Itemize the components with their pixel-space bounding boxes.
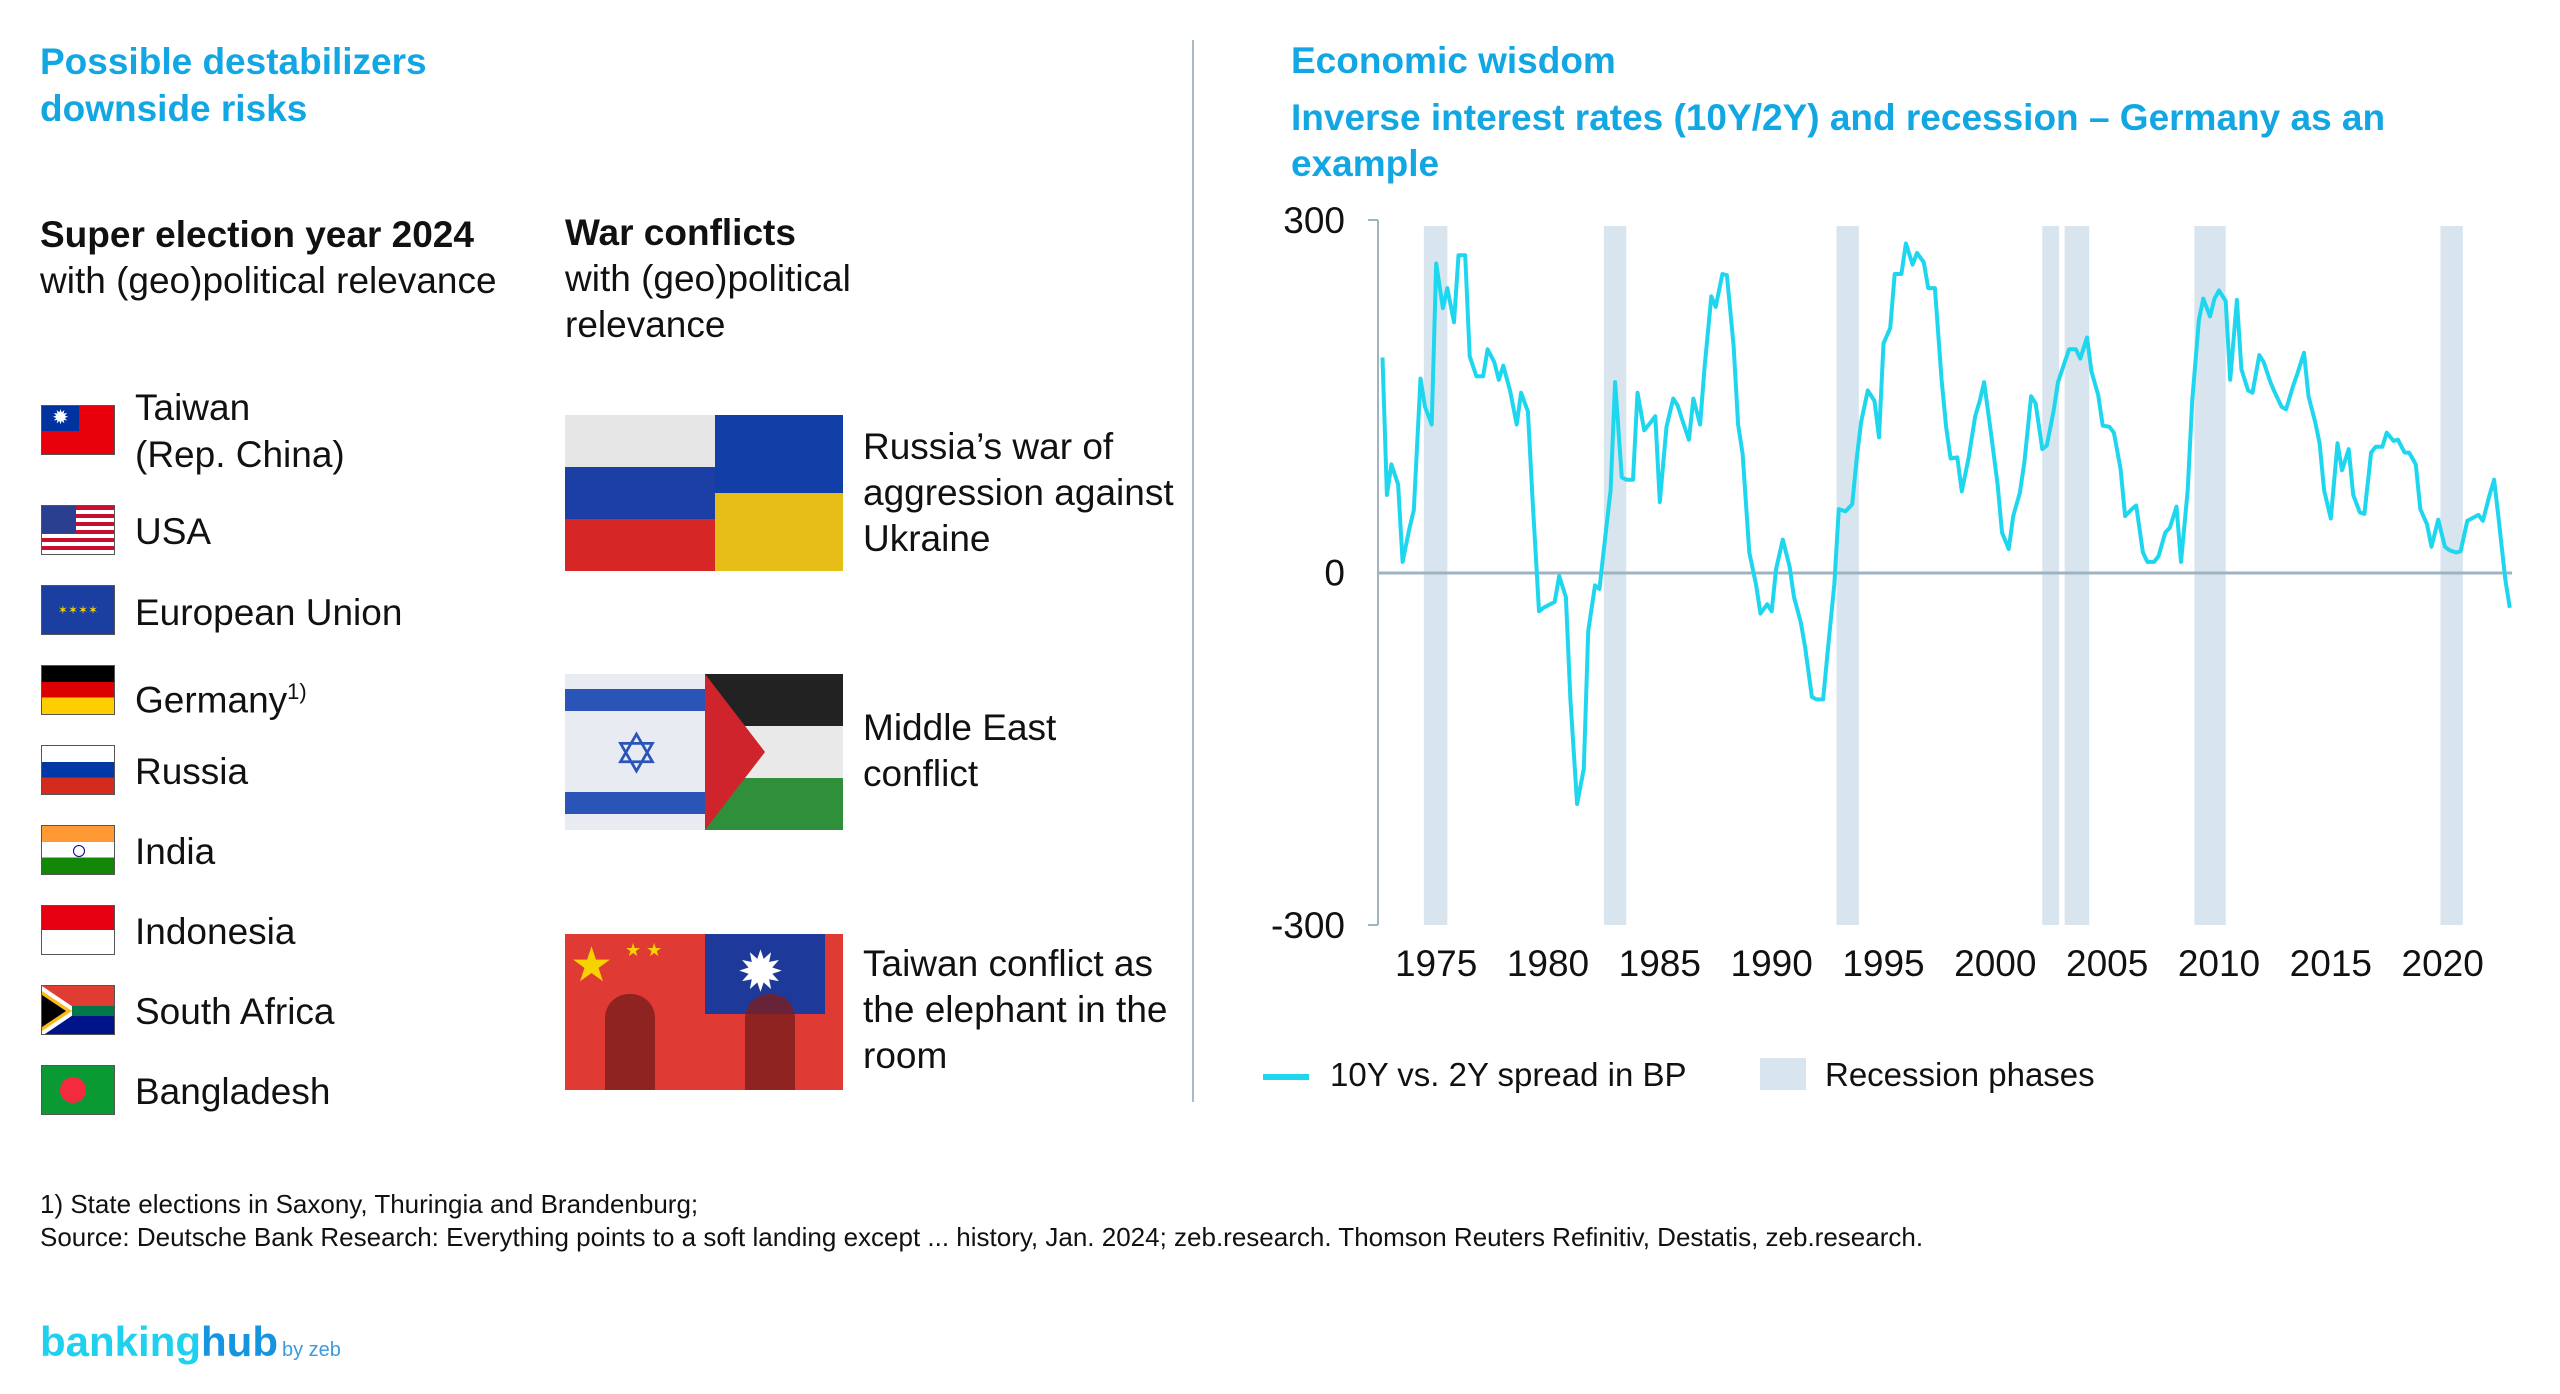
country-eu: European Union — [135, 592, 403, 633]
legend-band-swatch — [1760, 1058, 1806, 1090]
country-indonesia: Indonesia — [135, 911, 296, 952]
war-taiwan: Taiwan conflict as the elephant in the r… — [863, 943, 1168, 1076]
country-russia: Russia — [135, 751, 249, 792]
x-tick-label: 2010 — [2178, 943, 2260, 984]
left-title-line1: Possible destabilizers — [40, 41, 427, 82]
chart-section-title: Economic wisdom — [1291, 40, 1616, 81]
spread-line — [1380, 241, 2512, 806]
recession-band — [2042, 226, 2060, 925]
logo-by-zeb: by zeb — [281, 1339, 341, 1361]
x-tick-label: 2020 — [2402, 943, 2484, 984]
x-tick-label: 1980 — [1507, 943, 1589, 984]
germany-flag — [41, 665, 115, 715]
column-divider — [1192, 40, 1194, 1102]
country-south-africa: South Africa — [135, 991, 335, 1032]
footnote-marker: 1) — [287, 679, 307, 704]
x-tick-label: 1990 — [1731, 943, 1813, 984]
south-africa-flag — [41, 985, 115, 1035]
elections-heading-title: Super election year 2024 — [40, 214, 474, 255]
y-tick-label: 300 — [1283, 200, 1345, 241]
war-middle-east: Middle East conflict — [863, 707, 1057, 794]
russia-ukraine-flags-image — [565, 415, 843, 571]
country-taiwan: Taiwan (Rep. China) — [135, 384, 345, 478]
x-tick-label: 2000 — [1954, 943, 2036, 984]
russia-flag — [41, 745, 115, 795]
recession-band — [1603, 226, 1627, 925]
x-tick-label: 1995 — [1842, 943, 1924, 984]
eu-flag: ✶✶✶✶ — [41, 585, 115, 635]
china-taiwan-flags-image: ★ ★ ★ ✹ — [565, 934, 843, 1090]
indonesia-flag — [41, 905, 115, 955]
bankinghub-logo[interactable]: bankinghub by zeb — [40, 1318, 341, 1366]
country-name-detail: (Rep. China) — [135, 434, 345, 475]
elections-heading: Super election year 2024 with (geo)polit… — [40, 212, 520, 304]
recession-band — [1423, 226, 1448, 925]
elections-subheading: with (geo)political relevance — [40, 260, 497, 301]
recession-band — [2440, 226, 2463, 925]
recession-band — [2194, 226, 2226, 925]
bangladesh-flag — [41, 1065, 115, 1115]
country-india: India — [135, 831, 216, 872]
taiwan-flag: ✹ — [41, 405, 115, 455]
recession-band — [2064, 226, 2090, 925]
country-bangladesh: Bangladesh — [135, 1071, 331, 1112]
x-tick-label: 1975 — [1395, 943, 1477, 984]
logo-banking: banking — [40, 1318, 202, 1365]
india-flag — [41, 825, 115, 875]
wars-subheading: with (geo)political relevance — [565, 258, 851, 345]
y-tick-label: 0 — [1324, 553, 1345, 594]
x-tick-label: 1985 — [1619, 943, 1701, 984]
country-name: Taiwan — [135, 387, 251, 428]
country-usa: USA — [135, 511, 212, 552]
left-title: Possible destabilizers downside risks — [40, 38, 427, 132]
country-name: Germany — [135, 679, 288, 721]
chart-title: Inverse interest rates (10Y/2Y) and rece… — [1291, 97, 2386, 184]
legend-line-swatch — [1263, 1074, 1309, 1080]
wars-heading-title: War conflicts — [565, 212, 796, 253]
legend-band-label: Recession phases — [1825, 1056, 2095, 1093]
wars-heading: War conflicts with (geo)political releva… — [565, 210, 945, 348]
source-note: Source: Deutsche Bank Research: Everythi… — [40, 1222, 1924, 1252]
recession-band — [1836, 226, 1859, 925]
israel-palestine-flags-image: ✡ — [565, 674, 843, 830]
war-russia-ukraine: Russia’s war of aggression against Ukrai… — [863, 426, 1174, 559]
logo-hub: hub — [201, 1318, 278, 1365]
country-germany: Germany1) — [135, 668, 307, 723]
y-tick-label: -300 — [1271, 905, 1345, 946]
left-title-line2: downside risks — [40, 88, 308, 129]
x-tick-label: 2005 — [2066, 943, 2148, 984]
legend-series-label: 10Y vs. 2Y spread in BP — [1330, 1056, 1687, 1093]
x-tick-label: 2015 — [2290, 943, 2372, 984]
usa-flag — [41, 505, 115, 555]
footnote: 1) State elections in Saxony, Thuringia … — [40, 1189, 699, 1219]
